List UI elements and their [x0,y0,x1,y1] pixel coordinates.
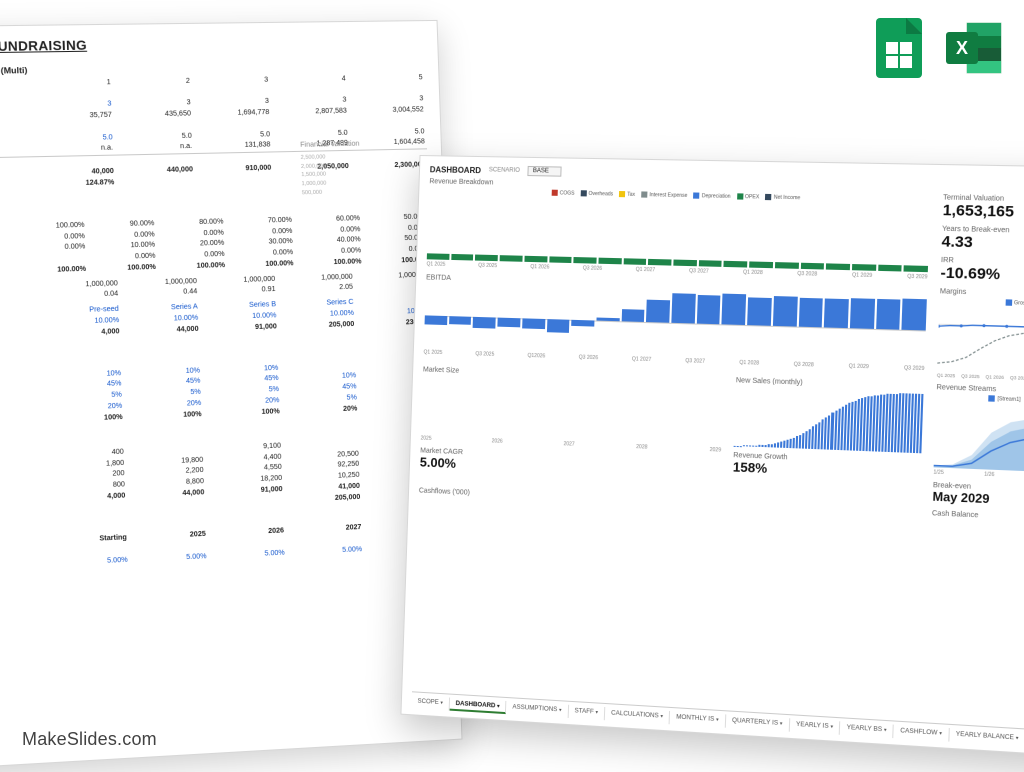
bar [451,206,475,261]
valuation-sheet: VALUATION & FUNDRAISING PRE-MONEY VALUAT… [0,20,462,772]
bar [826,264,850,271]
years-breakeven: 4.33 [941,233,1024,256]
bar [901,297,927,364]
bar [695,291,721,357]
bar [570,287,595,353]
tab-quarterly-is[interactable]: QUARTERLY IS ▾ [726,714,790,731]
bar [497,285,522,350]
bar [598,258,621,265]
tab-assumptions[interactable]: ASSUMPTIONS ▾ [506,701,569,718]
bar [772,293,798,360]
cap-table: Cap Table Founder100.00%90.00%80.00%70.0… [0,201,431,280]
bar [800,263,824,270]
bar [775,262,799,269]
bar [521,286,546,351]
bar [721,292,747,358]
bar [673,260,696,267]
bar [746,292,772,358]
tab-yearly-balance[interactable]: YEARLY BALANCE ▾ [949,728,1024,746]
bar [852,264,876,271]
tab-monthly-is[interactable]: MONTHLY IS ▾ [670,711,726,728]
bar [595,288,620,354]
watermark: MakeSlides.com [22,729,157,750]
bar [574,257,597,264]
scenario-select[interactable]: BASE [528,166,562,177]
sheet-title: VALUATION & FUNDRAISING [0,33,424,57]
tab-staff[interactable]: STAFF ▾ [568,705,605,720]
market-chart [421,376,724,446]
bar [797,294,823,361]
bar [427,203,451,260]
terminal-valuation: 1,653,165 [942,202,1024,224]
bar [849,295,875,362]
newsales-chart [734,387,924,454]
side-finval-chart: Financial Valuation 2,500,0002,000,000 1… [300,139,432,198]
tab-yearly-bs[interactable]: YEARLY BS ▾ [840,721,894,738]
bar [546,287,571,352]
bar [670,290,695,356]
bar [424,283,448,348]
bar [645,289,670,355]
irr: -10.69% [940,264,1024,287]
dashboard-sheet: DASHBOARD SCENARIO BASE Revenue Breakdow… [400,155,1024,761]
tab-cashflow[interactable]: CASHFLOW ▾ [894,725,950,742]
tab-calculations[interactable]: CALCULATIONS ▾ [605,707,670,724]
bar [749,262,773,269]
bar [878,265,902,272]
bar [472,285,497,350]
revstreams-chart [934,402,1024,474]
break-month: May 2029 [932,489,1024,513]
tab-dashboard[interactable]: DASHBOARD ▾ [450,698,507,715]
bar [524,219,548,263]
tab-scope[interactable]: SCOPE ▾ [411,695,450,710]
bar [699,260,722,267]
bar [904,266,928,273]
bar [724,261,748,268]
tab-yearly-is[interactable]: YEARLY IS ▾ [789,718,840,735]
rev-chart [427,196,930,273]
bar [620,289,645,355]
bar [623,259,646,266]
sheet-tabs[interactable]: SCOPE ▾DASHBOARD ▾ASSUMPTIONS ▾STAFF ▾CA… [411,691,1024,753]
bar [448,284,473,349]
bar [549,254,572,264]
bar [875,296,901,363]
bar [823,294,849,361]
bar [648,259,671,266]
bar [500,211,524,262]
bar [475,208,499,262]
margins-chart [937,306,1024,377]
cashbal-title: Cash Balance [932,510,1024,527]
